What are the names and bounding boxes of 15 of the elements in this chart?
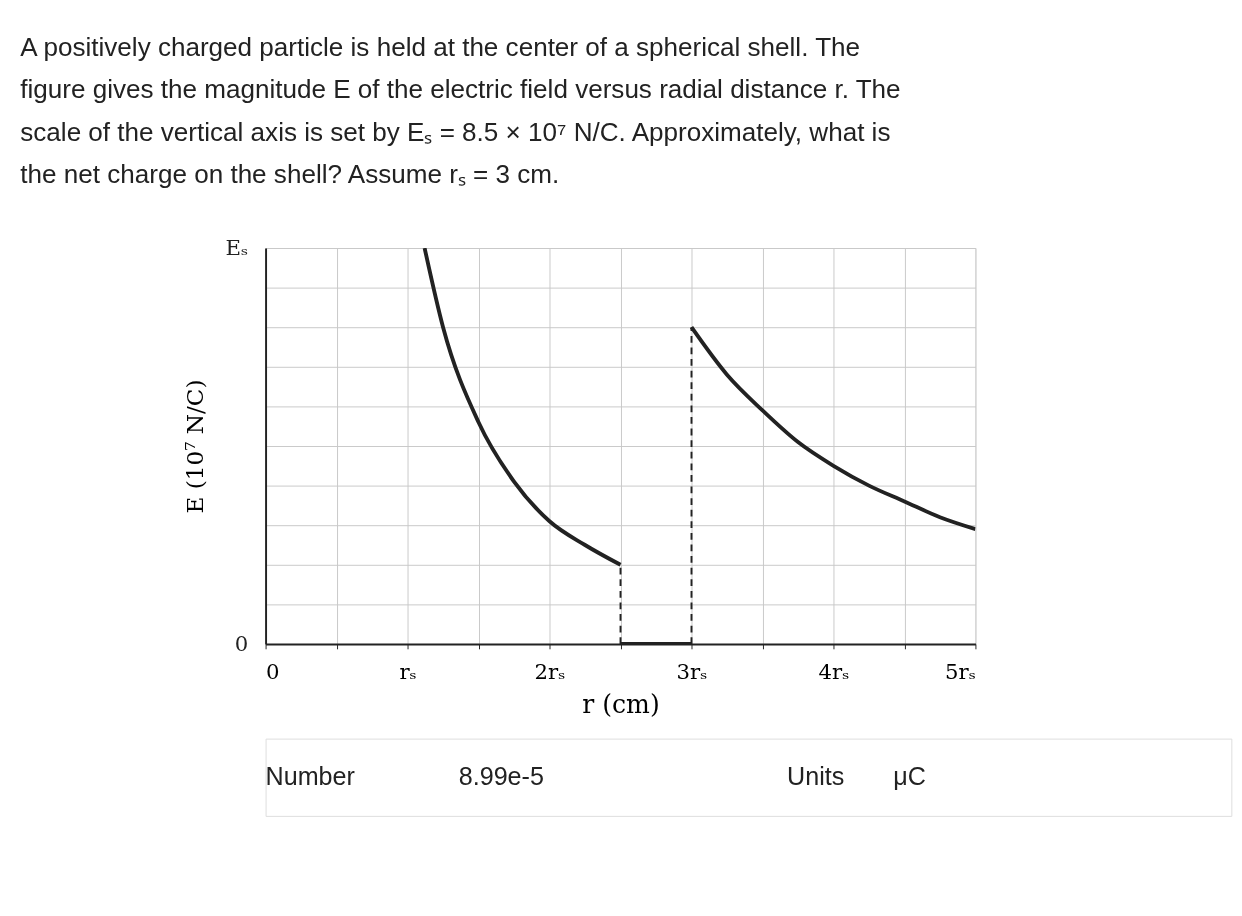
x-tick-label: 2rₛ (534, 659, 566, 685)
x-tick-label: 0 (266, 659, 280, 685)
x-tick-label: 3rₛ (676, 659, 708, 685)
text: Eₛ (225, 234, 249, 260)
x-tick-label: 5rₛ (945, 659, 976, 685)
text: 8.99e-5 (458, 762, 544, 790)
y-axis-title: E (10⁷ N/C) (181, 379, 209, 514)
chart-title: A positively charged particle is held at the center of a spherical shell. The figure gives the magnitude E of the electric field versus radial distance r. The scale of the vertical axis is set by Eₛ = 8.5 × 10⁷ N/C. Approximately, what is the net charge on the shell? Assume rₛ = 3 cm. (20, 31, 901, 190)
x-tick-label: rₛ (399, 659, 417, 685)
text: Units (787, 762, 845, 790)
text: 0 (234, 630, 249, 656)
x-axis-title: r (cm) (582, 690, 660, 720)
text: Number (265, 762, 355, 790)
text: μC (893, 762, 926, 790)
x-tick-label: 4rₛ (818, 659, 850, 685)
